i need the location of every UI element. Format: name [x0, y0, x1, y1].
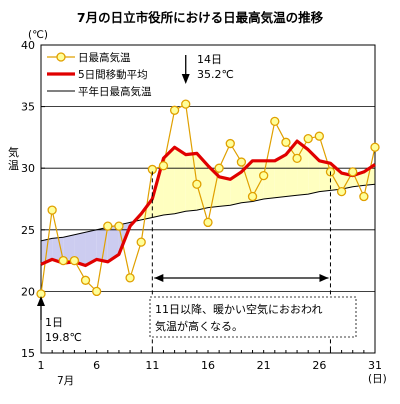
above-normal-fill — [219, 176, 231, 207]
data-point — [281, 137, 291, 147]
below-normal-fill — [85, 229, 97, 266]
x-tick-label: 31 — [368, 359, 382, 372]
above-normal-fill — [274, 154, 286, 198]
period-arrowhead-right — [319, 274, 329, 282]
below-normal-fill — [52, 237, 64, 264]
data-point — [69, 255, 80, 266]
period-arrowhead-left — [154, 274, 164, 282]
x-unit-label: (日) — [368, 373, 387, 385]
data-point — [247, 191, 258, 202]
month-label: 7月 — [57, 375, 74, 387]
y-tick-label: 40 — [21, 39, 35, 52]
y-tick-label: 35 — [21, 101, 35, 114]
x-tick-label: 21 — [257, 359, 271, 372]
data-point — [314, 131, 324, 141]
legend-marker-daily-max — [56, 52, 66, 62]
data-point — [103, 221, 113, 231]
annotation-text-line1: 11日以降、暖かい空気におおわれ — [155, 302, 322, 316]
annotation-box — [149, 296, 357, 338]
below-normal-fill — [96, 227, 108, 262]
peak-day-label: 14日 — [197, 53, 222, 66]
x-tick-label: 11 — [145, 359, 159, 372]
series-normal-line — [40, 183, 376, 242]
above-normal-fill — [230, 171, 242, 206]
start-arrowhead — [37, 296, 45, 306]
data-point — [225, 138, 235, 149]
data-point — [125, 273, 135, 283]
peak-value-label: 35.2℃ — [197, 68, 234, 81]
data-point — [92, 286, 102, 297]
y-tick-label: 15 — [21, 347, 35, 360]
data-point — [58, 255, 68, 266]
legend-label: 日最高気温 — [78, 51, 131, 64]
above-normal-fill — [174, 147, 186, 214]
data-point — [47, 205, 57, 215]
data-point — [236, 157, 247, 167]
data-point — [292, 153, 302, 163]
data-point — [169, 105, 180, 115]
above-normal-fill — [308, 149, 320, 195]
data-point — [270, 116, 280, 127]
series-moving-average-line — [40, 139, 376, 268]
y-tick-label: 20 — [21, 285, 35, 298]
data-point — [192, 179, 202, 189]
data-point — [259, 170, 269, 181]
legend-label: 5日間移動平均 — [78, 68, 148, 81]
peak-arrowhead — [181, 74, 190, 84]
y-tick-label: 25 — [21, 224, 35, 237]
x-tick-label: 16 — [201, 359, 215, 372]
data-point — [336, 186, 347, 197]
y-axis-label: 温 — [8, 159, 19, 172]
chart-title: 7月の日立市役所における日最高気温の推移 — [77, 10, 324, 25]
above-normal-fill — [363, 164, 375, 186]
y-axis-label: 気 — [8, 145, 19, 159]
above-normal-fill — [263, 160, 275, 199]
data-point — [181, 99, 191, 109]
below-normal-fill — [107, 224, 119, 262]
below-normal-fill — [63, 234, 75, 264]
start-value-label: 19.8℃ — [45, 331, 82, 344]
data-point — [370, 142, 380, 152]
data-point — [303, 133, 313, 144]
data-point — [136, 237, 146, 247]
data-point — [80, 275, 91, 285]
data-point — [114, 221, 124, 231]
y-tick-label: 30 — [21, 162, 35, 175]
y-unit-label: (℃) — [28, 29, 48, 41]
legend-label: 平年日最高気温 — [78, 85, 152, 98]
x-tick-label: 6 — [93, 359, 100, 372]
data-point — [203, 217, 213, 228]
data-point — [359, 191, 369, 202]
start-day-label: 1日 — [45, 316, 63, 329]
data-point — [158, 161, 169, 171]
annotation-text-line2: 気温が高くなる。 — [155, 319, 243, 333]
x-tick-label: 1 — [38, 359, 45, 372]
above-normal-fill — [196, 153, 208, 211]
x-tick-label: 26 — [312, 359, 326, 372]
data-point — [348, 167, 358, 177]
data-point — [214, 163, 224, 173]
